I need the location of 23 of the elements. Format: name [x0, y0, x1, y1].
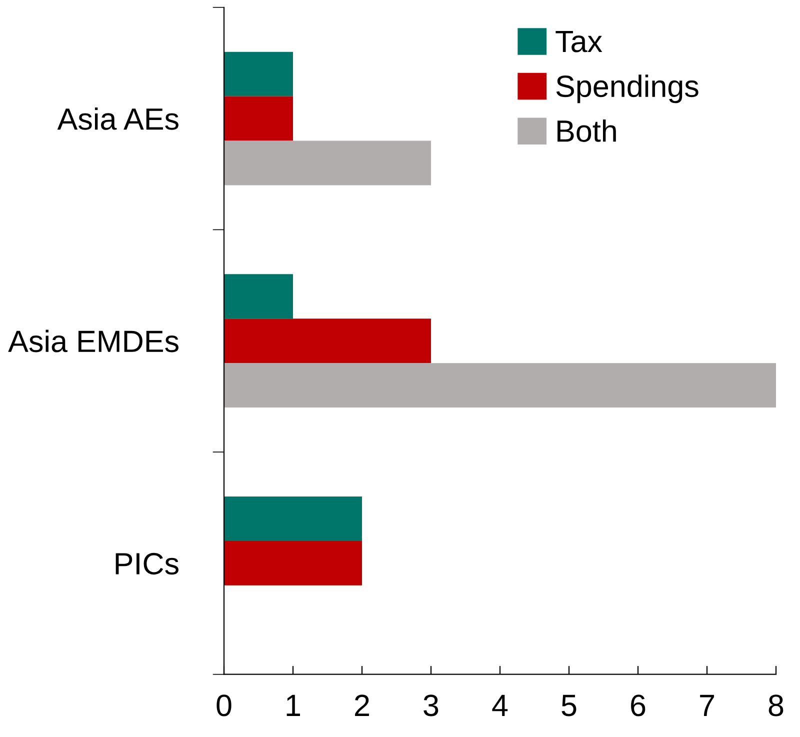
x-tick-label: 8 — [768, 694, 784, 716]
bar — [224, 96, 293, 141]
bar — [224, 496, 362, 541]
x-tick-label: 6 — [631, 694, 646, 716]
legend-label: Both — [558, 120, 616, 142]
bar — [224, 540, 362, 586]
x-tick-label: 1 — [286, 694, 300, 716]
bar — [224, 318, 431, 364]
x-tick-label: 2 — [355, 694, 369, 716]
x-tick-label: 7 — [700, 694, 714, 716]
bar — [224, 363, 776, 408]
x-tick-label: 5 — [562, 694, 576, 716]
y-tick-label: Asia AEs — [57, 107, 178, 130]
y-tick-label: PICs — [116, 552, 178, 575]
x-tick-label: 0 — [216, 694, 232, 716]
bar — [224, 274, 293, 319]
x-tick-label: 3 — [424, 694, 438, 716]
bar — [224, 52, 293, 96]
y-tick-label: Asia EMDEs — [8, 330, 178, 352]
bar — [224, 140, 431, 186]
x-tick-label: 4 — [492, 694, 508, 716]
legend-label: Spendings — [556, 74, 698, 104]
legend-label: Tax — [556, 30, 602, 52]
